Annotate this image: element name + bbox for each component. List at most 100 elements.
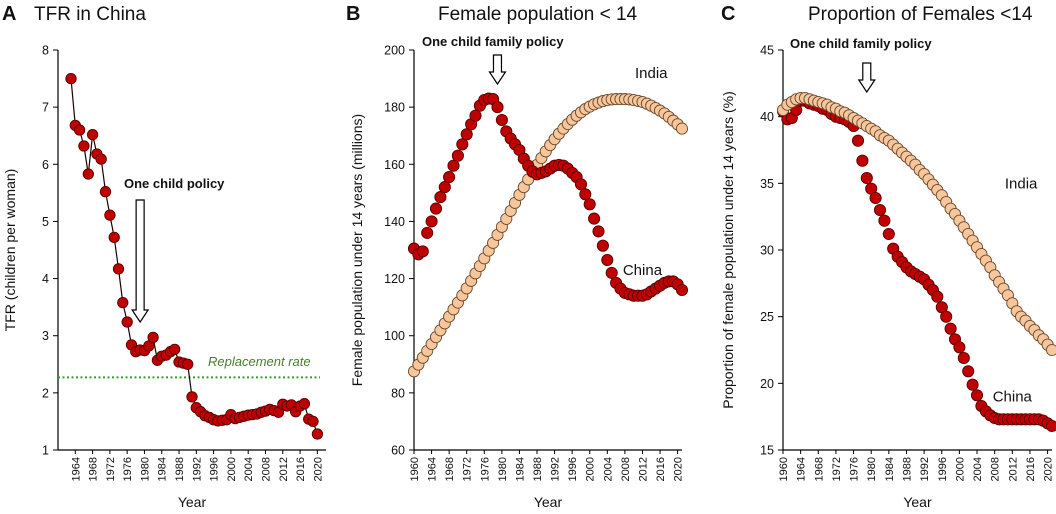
china-point: [583, 198, 596, 211]
china-point: [596, 239, 609, 252]
china-point: [425, 215, 438, 228]
x-tick-label: 1972: [462, 457, 474, 481]
china-point: [443, 171, 456, 184]
x-tick-label: 1992: [191, 457, 203, 481]
china-point: [966, 378, 979, 391]
x-tick-label: 1984: [157, 457, 169, 481]
y-tick-label: 8: [42, 44, 49, 58]
x-tick-label: 1960: [409, 457, 421, 481]
china-point: [78, 140, 90, 152]
panel-c-letter: C: [721, 3, 735, 25]
x-tick-label: 1992: [550, 457, 562, 481]
y-axis-label: Female population under 14 years (millio…: [349, 114, 365, 386]
china-point: [447, 159, 460, 172]
panel-b-letter: B: [346, 3, 360, 25]
x-tick-label: 1964: [70, 457, 82, 481]
y-tick-label: 160: [384, 158, 405, 172]
x-tick-label: 2020: [673, 457, 685, 481]
policy-arrow-icon: [857, 62, 876, 94]
china-point: [605, 266, 618, 279]
china-point: [456, 138, 469, 151]
china-point: [182, 358, 194, 370]
panel-b-plot: 60 80 100 120 140 160 180 200 1960 1964 1968 1972 19…: [349, 34, 689, 510]
x-tick-label: 1988: [174, 457, 186, 481]
china-point: [860, 171, 873, 185]
china-point: [940, 310, 953, 323]
china-point: [416, 245, 429, 258]
india-point: [1045, 343, 1056, 357]
x-tick-label: 1964: [427, 457, 439, 481]
x-tick-label: 2016: [655, 457, 667, 481]
china-point: [311, 428, 324, 440]
y-tick-label: 7: [42, 101, 49, 115]
x-tick-label: 1976: [479, 457, 491, 481]
china-point: [869, 191, 882, 205]
china-point: [882, 227, 895, 241]
china-point: [970, 389, 984, 402]
china-point: [298, 398, 311, 410]
x-tick-label: 1968: [444, 457, 456, 481]
x-tick-label: 2004: [602, 457, 614, 481]
y-tick-label: 140: [384, 215, 405, 229]
y-tick-label: 2: [42, 386, 49, 400]
panel-a-letter: A: [2, 3, 16, 25]
y-tick-label: 6: [42, 158, 49, 172]
policy-annotation: One child family policy: [790, 36, 932, 51]
replacement-rate-label: Replacement rate: [208, 354, 311, 369]
y-tick-label: 30: [760, 244, 774, 258]
x-tick-label: 2012: [278, 457, 290, 481]
x-tick-label: 1988: [901, 457, 913, 481]
panel-c-title: Proportion of Females <14: [808, 4, 1033, 25]
panel-b: B Female population < 14 60 80 100 120 140 16…: [346, 3, 689, 510]
china-point: [121, 316, 133, 328]
x-axis-label: Year: [903, 494, 932, 510]
china-point: [574, 178, 588, 191]
x-tick-label: 1996: [567, 457, 579, 481]
x-tick-label: 1972: [105, 457, 117, 481]
x-tick-label: 2000: [954, 457, 966, 481]
x-tick-label: 2008: [990, 457, 1002, 481]
china-point: [82, 168, 94, 180]
china-point: [112, 263, 125, 275]
x-tick-label: 1960: [778, 457, 790, 481]
x-tick-label: 2000: [585, 457, 597, 481]
y-tick-label: 45: [760, 44, 774, 58]
china-series-label: China: [993, 389, 1033, 406]
x-tick-label: 1988: [532, 457, 544, 481]
china-point: [99, 186, 112, 198]
china-point: [421, 226, 434, 239]
x-tick-label: 1996: [937, 457, 949, 481]
china-point: [65, 72, 77, 85]
india-series-label: India: [1005, 175, 1038, 192]
china-point: [73, 124, 86, 136]
x-tick-label: 1992: [919, 457, 931, 481]
y-tick-label: 15: [760, 444, 774, 458]
china-point: [147, 331, 159, 344]
x-tick-label: 2000: [226, 457, 238, 481]
china-point: [307, 415, 319, 428]
china-point: [1045, 419, 1056, 433]
x-tick-label: 2016: [1025, 457, 1037, 481]
panel-a-plot: 1 2 3 4 5 6 7 8 1964 1968 1972 1976 1980 1984 1988 1992…: [2, 44, 326, 510]
china-point: [434, 191, 447, 204]
china-point: [460, 128, 473, 141]
x-tick-label: 1980: [497, 457, 509, 481]
china-point: [962, 365, 975, 378]
y-tick-label: 5: [42, 215, 49, 229]
x-tick-label: 1972: [831, 457, 843, 481]
x-tick-label: 1984: [514, 457, 526, 481]
x-tick-label: 2008: [260, 457, 272, 481]
china-point: [491, 101, 504, 114]
policy-arrow-icon: [488, 54, 507, 86]
policy-annotation: One child family policy: [422, 34, 564, 49]
x-tick-label: 2012: [637, 457, 649, 481]
y-axis-label: TFR (children per woman): [2, 169, 18, 332]
china-point: [186, 391, 198, 403]
china-point: [108, 231, 120, 244]
china-point: [873, 203, 887, 217]
china-series-label: China: [623, 262, 663, 279]
x-tick-label: 1984: [884, 457, 896, 481]
china-point: [957, 351, 970, 365]
y-tick-label: 120: [384, 272, 405, 286]
